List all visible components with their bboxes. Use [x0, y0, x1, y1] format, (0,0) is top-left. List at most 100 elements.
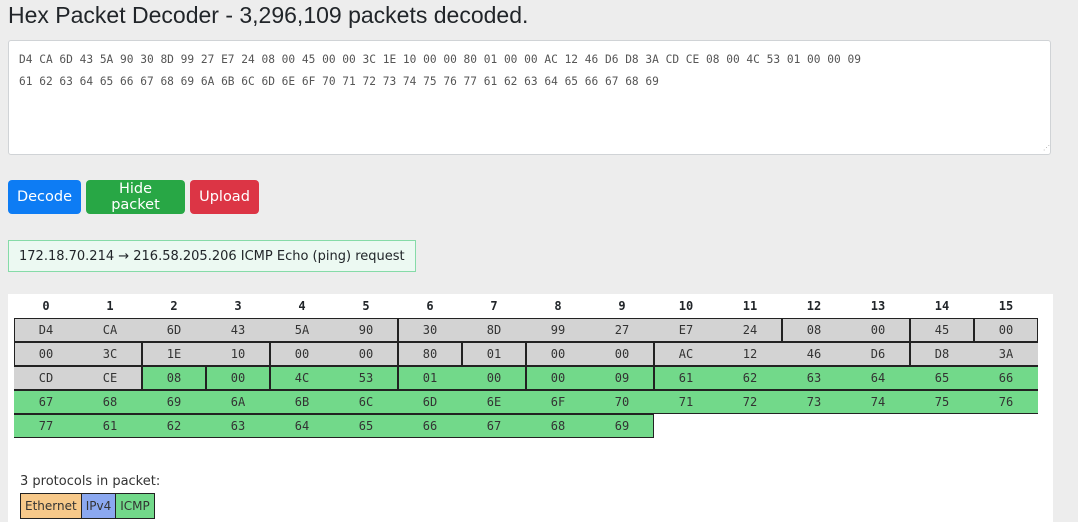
byte-cell[interactable]: 99 [526, 318, 590, 342]
byte-cell[interactable]: 00 [270, 342, 334, 366]
byte-cell[interactable]: 27 [590, 318, 654, 342]
byte-cell[interactable]: 73 [782, 390, 846, 414]
byte-cell[interactable]: 6B [270, 390, 334, 414]
byte-cell[interactable]: 67 [14, 390, 78, 414]
byte-cell[interactable]: D6 [846, 342, 910, 366]
column-header: 11 [742, 299, 758, 313]
byte-cell[interactable]: 00 [334, 342, 398, 366]
byte-cell[interactable]: 43 [206, 318, 270, 342]
column-header: 9 [618, 299, 626, 313]
byte-cell[interactable]: 6C [334, 390, 398, 414]
byte-cell[interactable]: 01 [398, 366, 462, 390]
byte-cell[interactable]: 3C [78, 342, 142, 366]
byte-cell[interactable]: 63 [782, 366, 846, 390]
page-title: Hex Packet Decoder - 3,296,109 packets d… [8, 2, 529, 28]
byte-cell[interactable]: 00 [462, 366, 526, 390]
byte-cell[interactable]: 77 [14, 414, 78, 438]
byte-cell[interactable]: CE [78, 366, 142, 390]
column-header: 6 [426, 299, 434, 313]
byte-cell[interactable]: 30 [398, 318, 462, 342]
byte-cell[interactable]: D8 [910, 342, 974, 366]
column-header: 15 [998, 299, 1014, 313]
byte-cell[interactable]: 24 [718, 318, 782, 342]
byte-cell[interactable]: D4 [14, 318, 78, 342]
byte-cell[interactable]: 00 [590, 342, 654, 366]
byte-cell[interactable]: 00 [526, 342, 590, 366]
byte-cell[interactable]: 00 [14, 342, 78, 366]
byte-cell[interactable]: 68 [78, 390, 142, 414]
column-header: 14 [934, 299, 950, 313]
byte-cell[interactable]: 64 [270, 414, 334, 438]
byte-cell[interactable]: 12 [718, 342, 782, 366]
byte-cell[interactable]: 8D [462, 318, 526, 342]
resize-grip-icon[interactable]: ⋰ [1043, 145, 1050, 152]
byte-cell[interactable]: 65 [910, 366, 974, 390]
byte-cell[interactable]: AC [654, 342, 718, 366]
byte-cell[interactable]: 65 [334, 414, 398, 438]
byte-cell[interactable]: 00 [206, 366, 270, 390]
byte-cell[interactable]: 1E [142, 342, 206, 366]
byte-cell[interactable]: 80 [398, 342, 462, 366]
byte-cell[interactable]: 09 [590, 366, 654, 390]
byte-cell[interactable]: 4C [270, 366, 334, 390]
byte-cell[interactable]: 64 [846, 366, 910, 390]
byte-cell[interactable]: 6F [526, 390, 590, 414]
protocols-title: 3 protocols in packet: [20, 474, 161, 489]
byte-cell[interactable]: 63 [206, 414, 270, 438]
byte-cell[interactable]: E7 [654, 318, 718, 342]
packet-summary: 172.18.70.214 → 216.58.205.206 ICMP Echo… [8, 240, 416, 272]
byte-cell[interactable]: 08 [142, 366, 206, 390]
byte-cell[interactable]: 6A [206, 390, 270, 414]
byte-cell[interactable]: 01 [462, 342, 526, 366]
byte-cell[interactable]: 08 [782, 318, 846, 342]
byte-cell[interactable]: CD [14, 366, 78, 390]
column-header: 8 [554, 299, 562, 313]
byte-cell[interactable]: 46 [782, 342, 846, 366]
byte-cell[interactable]: 70 [590, 390, 654, 414]
byte-cell[interactable]: 69 [590, 414, 654, 438]
byte-cell[interactable]: 62 [718, 366, 782, 390]
byte-grid-panel: 0 1 2 3 4 5 6 7 8 9 10 11 12 13 14 15 D4 CA 6D 43 5A 90 30 8D 9… [8, 294, 1053, 522]
byte-cell[interactable]: 68 [526, 414, 590, 438]
byte-cell[interactable]: 61 [78, 414, 142, 438]
byte-cell[interactable]: 00 [846, 318, 910, 342]
byte-cell[interactable]: 74 [846, 390, 910, 414]
protocol-tag-ethernet: Ethernet [21, 494, 82, 518]
column-header: 0 [42, 299, 50, 313]
column-header: 3 [234, 299, 242, 313]
column-header-row: 0 1 2 3 4 5 6 7 8 9 10 11 12 13 14 15 [8, 294, 1053, 316]
byte-cell[interactable]: 67 [462, 414, 526, 438]
byte-cell[interactable]: 6E [462, 390, 526, 414]
byte-cell[interactable]: 53 [334, 366, 398, 390]
column-header: 13 [870, 299, 886, 313]
column-header: 2 [170, 299, 178, 313]
byte-cell[interactable]: 45 [910, 318, 974, 342]
byte-cell[interactable]: 71 [654, 390, 718, 414]
protocol-tag-ipv4: IPv4 [81, 494, 117, 518]
byte-cell[interactable]: 61 [654, 366, 718, 390]
byte-cell[interactable]: 5A [270, 318, 334, 342]
column-header: 1 [106, 299, 114, 313]
protocol-tag-icmp: ICMP [116, 494, 154, 518]
byte-cell[interactable]: 10 [206, 342, 270, 366]
byte-cell[interactable]: 66 [974, 366, 1038, 390]
decode-button[interactable]: Decode [8, 180, 81, 214]
byte-cell[interactable]: 3A [974, 342, 1038, 366]
byte-cell[interactable]: 00 [974, 318, 1038, 342]
column-header: 10 [678, 299, 694, 313]
byte-cell[interactable]: 66 [398, 414, 462, 438]
byte-cell[interactable]: 62 [142, 414, 206, 438]
byte-cell[interactable]: 76 [974, 390, 1038, 414]
column-header: 12 [806, 299, 822, 313]
byte-cell[interactable]: 6D [142, 318, 206, 342]
byte-cell[interactable]: 90 [334, 318, 398, 342]
byte-cell[interactable]: 6D [398, 390, 462, 414]
byte-cell[interactable]: 69 [142, 390, 206, 414]
hex-input[interactable]: D4 CA 6D 43 5A 90 30 8D 99 27 E7 24 08 0… [8, 40, 1051, 155]
hide-packet-button[interactable]: Hide packet [86, 180, 185, 214]
byte-cell[interactable]: 72 [718, 390, 782, 414]
upload-button[interactable]: Upload [190, 180, 259, 214]
byte-cell[interactable]: 00 [526, 366, 590, 390]
byte-cell[interactable]: CA [78, 318, 142, 342]
byte-cell[interactable]: 75 [910, 390, 974, 414]
